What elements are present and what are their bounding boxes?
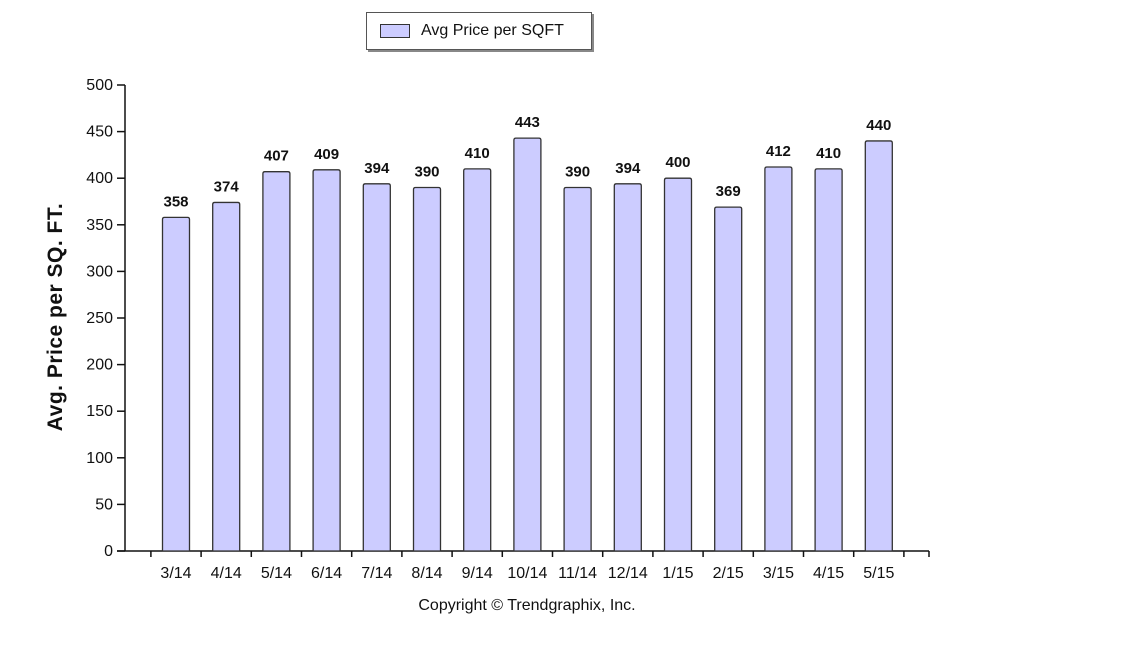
y-tick-label: 0 xyxy=(104,543,113,560)
x-tick-label: 6/14 xyxy=(311,565,342,582)
bar xyxy=(814,168,843,552)
bar xyxy=(262,171,291,552)
y-tick-label: 500 xyxy=(86,77,113,94)
chart-legend: Avg Price per SQFT xyxy=(366,12,592,50)
x-tick-label: 3/14 xyxy=(160,565,191,582)
x-tick-label: 1/15 xyxy=(662,565,693,582)
y-tick-label: 250 xyxy=(86,310,113,327)
bar-value-label: 394 xyxy=(364,160,390,177)
copyright-text: Copyright © Trendgraphix, Inc. xyxy=(418,597,635,614)
bar-value-label: 369 xyxy=(716,183,741,200)
bar-value-label: 443 xyxy=(515,114,540,131)
bar xyxy=(864,140,893,552)
legend-label: Avg Price per SQFT xyxy=(421,22,564,39)
bar xyxy=(362,183,391,552)
bar xyxy=(613,183,642,552)
bar xyxy=(212,201,241,552)
x-tick-label: 8/14 xyxy=(411,565,442,582)
bar-value-label: 374 xyxy=(214,178,240,195)
legend-swatch xyxy=(380,24,410,38)
bar-value-label: 410 xyxy=(465,145,490,162)
bar xyxy=(412,186,442,552)
y-tick-label: 350 xyxy=(86,217,113,234)
bar-value-label: 412 xyxy=(766,143,791,160)
bar xyxy=(764,166,793,552)
x-tick-label: 12/14 xyxy=(608,565,648,582)
x-tick-label: 5/15 xyxy=(863,565,894,582)
x-tick-label: 4/15 xyxy=(813,565,844,582)
y-tick-label: 300 xyxy=(86,263,113,280)
x-tick-label: 5/14 xyxy=(261,565,292,582)
x-tick-label: 11/14 xyxy=(558,565,597,582)
x-axis: 3/14 4/14 5/14 6/14 7/14 8/14 9/14 10/14 11/14 12… xyxy=(117,550,930,582)
bar-value-label: 394 xyxy=(615,160,641,177)
bar-value-label: 407 xyxy=(264,148,289,165)
bar xyxy=(463,168,492,552)
x-tick-label: 2/15 xyxy=(713,565,744,582)
x-tick-label: 4/14 xyxy=(211,565,242,582)
bar-value-label: 400 xyxy=(665,154,690,171)
bar-value-label: 390 xyxy=(565,164,590,181)
bar xyxy=(161,216,191,552)
bar xyxy=(312,169,341,552)
bar-value-label: 409 xyxy=(314,146,339,163)
y-tick-label: 200 xyxy=(86,357,113,374)
bar-value-label: 358 xyxy=(163,193,188,210)
bar xyxy=(563,186,592,552)
x-tick-label: 9/14 xyxy=(462,565,493,582)
bar-value-label: 410 xyxy=(816,145,841,162)
bar-value-label: 390 xyxy=(414,164,439,181)
x-tick-label: 3/15 xyxy=(763,565,794,582)
bars: 358 374 407 409 394 390 410 443 390 394 400 369 412 4… xyxy=(161,114,893,552)
y-tick-label: 100 xyxy=(86,450,113,467)
y-tick-label: 400 xyxy=(86,170,113,187)
y-axis: 0 50 100 150 200 250 300 350 400 450 500 xyxy=(86,77,126,560)
bar xyxy=(714,206,743,552)
bar xyxy=(663,177,693,552)
y-tick-label: 150 xyxy=(86,403,113,420)
y-tick-label: 50 xyxy=(95,496,113,513)
y-axis-title: Avg. Price per SQ. FT. xyxy=(44,203,67,431)
x-tick-label: 7/14 xyxy=(361,565,392,582)
x-tick-label: 10/14 xyxy=(507,565,547,582)
y-tick-label: 450 xyxy=(86,124,113,141)
bar-value-label: 440 xyxy=(866,117,891,134)
bar xyxy=(513,137,542,552)
